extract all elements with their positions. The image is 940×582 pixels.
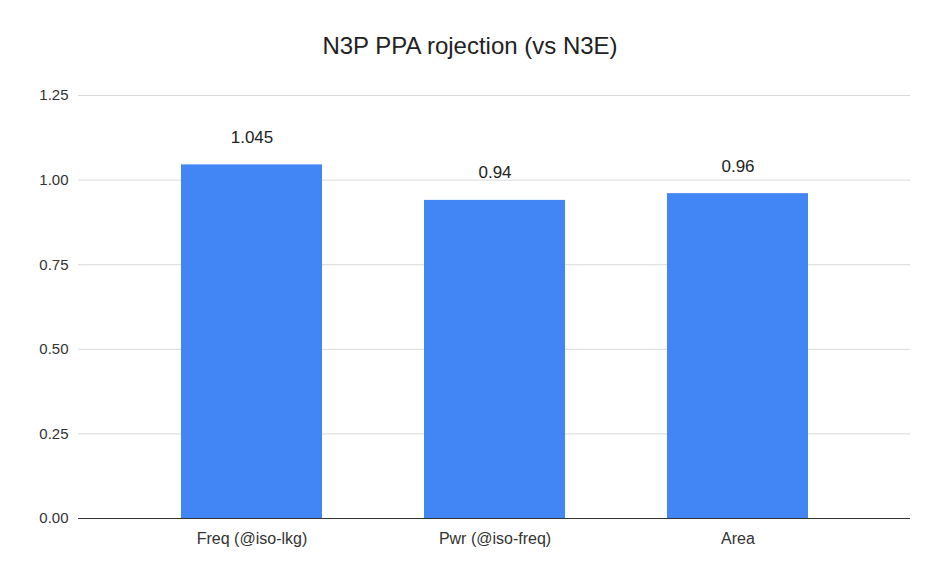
svg-text:Freq (@iso-lkg): Freq (@iso-lkg): [197, 530, 307, 547]
svg-text:0.96: 0.96: [721, 157, 754, 176]
svg-text:0.94: 0.94: [478, 163, 511, 182]
html-text:N3P PPA rojection (vs N3E): N3P PPA rojection (vs N3E): [322, 32, 618, 59]
svg-text:0.25: 0.25: [39, 425, 68, 442]
svg-text:1.25: 1.25: [39, 86, 68, 103]
svg-text:1.045: 1.045: [231, 128, 274, 147]
svg-text:0.50: 0.50: [39, 340, 68, 357]
svg-text:0.75: 0.75: [39, 256, 68, 273]
svg-text:Area: Area: [721, 530, 755, 547]
svg-text:Pwr (@iso-freq): Pwr (@iso-freq): [439, 530, 551, 547]
svg-text:1.00: 1.00: [39, 171, 68, 188]
svg-text:0.00: 0.00: [39, 509, 68, 526]
